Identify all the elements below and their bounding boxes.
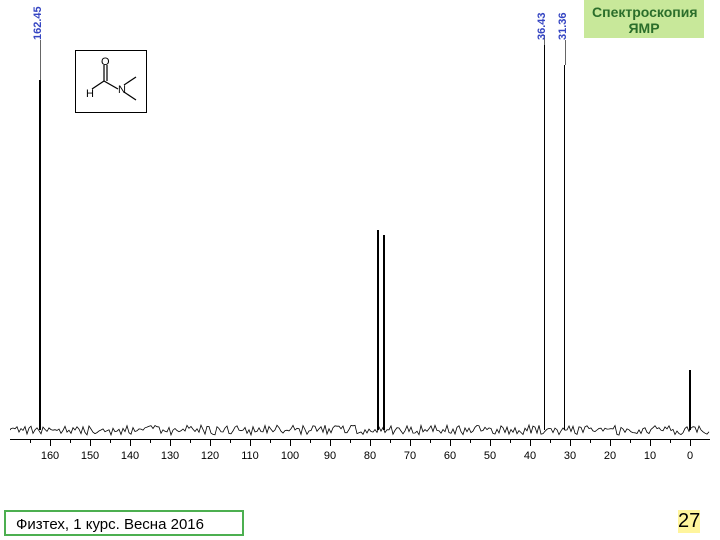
tick-label: 90 [324, 450, 336, 462]
tick [450, 440, 451, 446]
x-axis [10, 439, 710, 440]
tick-minor [390, 440, 391, 443]
tick-label: 120 [201, 450, 219, 462]
peak-label: 31.36 [557, 12, 569, 40]
tick [130, 440, 131, 446]
footer-badge: Физтех, 1 курс. Весна 2016 [4, 510, 244, 536]
tick [210, 440, 211, 446]
tick-label: 130 [161, 450, 179, 462]
tick [330, 440, 331, 446]
tick-minor [550, 440, 551, 443]
page-number-text: 27 [678, 510, 700, 532]
atom-h: H [86, 88, 94, 100]
baseline-noise [10, 420, 710, 440]
tick-label: 150 [81, 450, 99, 462]
atom-n: N [118, 84, 126, 96]
tick [370, 440, 371, 446]
tick-label: 30 [564, 450, 576, 462]
peak [564, 65, 566, 430]
tick [170, 440, 171, 446]
tick-label: 40 [524, 450, 536, 462]
tick-minor [150, 440, 151, 443]
tick-minor [270, 440, 271, 443]
tick-minor [310, 440, 311, 443]
tick-label: 70 [404, 450, 416, 462]
tick [650, 440, 651, 446]
tick-minor [470, 440, 471, 443]
tick-label: 60 [444, 450, 456, 462]
molecule-svg: H O N [82, 57, 140, 101]
peak-label: 36.43 [536, 12, 548, 40]
tick [530, 440, 531, 446]
tick-minor [110, 440, 111, 443]
tick-label: 10 [644, 450, 656, 462]
peak [39, 80, 41, 430]
tick [410, 440, 411, 446]
tick-minor [350, 440, 351, 443]
tick-label: 160 [41, 450, 59, 462]
tick-label: 100 [281, 450, 299, 462]
tick-minor [430, 440, 431, 443]
tick [90, 440, 91, 446]
atom-o: O [101, 57, 110, 68]
tick-label: 80 [364, 450, 376, 462]
tick-minor [70, 440, 71, 443]
tick-minor [230, 440, 231, 443]
tick [50, 440, 51, 446]
peak [544, 45, 546, 430]
tick [690, 440, 691, 446]
tick [570, 440, 571, 446]
molecule-structure: H O N [75, 50, 147, 113]
peak [689, 370, 691, 430]
tick [250, 440, 251, 446]
peak-label: 162.45 [32, 6, 44, 40]
tick [290, 440, 291, 446]
tick-minor [30, 440, 31, 443]
footer-text: Физтех, 1 курс. Весна 2016 [16, 516, 204, 533]
tick-minor [590, 440, 591, 443]
tick [490, 440, 491, 446]
tick-minor [190, 440, 191, 443]
tick-minor [670, 440, 671, 443]
peak-label-line [40, 40, 41, 80]
tick-label: 0 [687, 450, 693, 462]
tick-minor [510, 440, 511, 443]
tick-label: 110 [241, 450, 259, 462]
tick [610, 440, 611, 446]
tick-label: 140 [121, 450, 139, 462]
peak-label-line [565, 40, 566, 65]
page-number: 27 [678, 510, 700, 533]
tick-label: 50 [484, 450, 496, 462]
tick-minor [630, 440, 631, 443]
tick-label: 20 [604, 450, 616, 462]
peak [377, 230, 380, 430]
peak [383, 235, 386, 430]
